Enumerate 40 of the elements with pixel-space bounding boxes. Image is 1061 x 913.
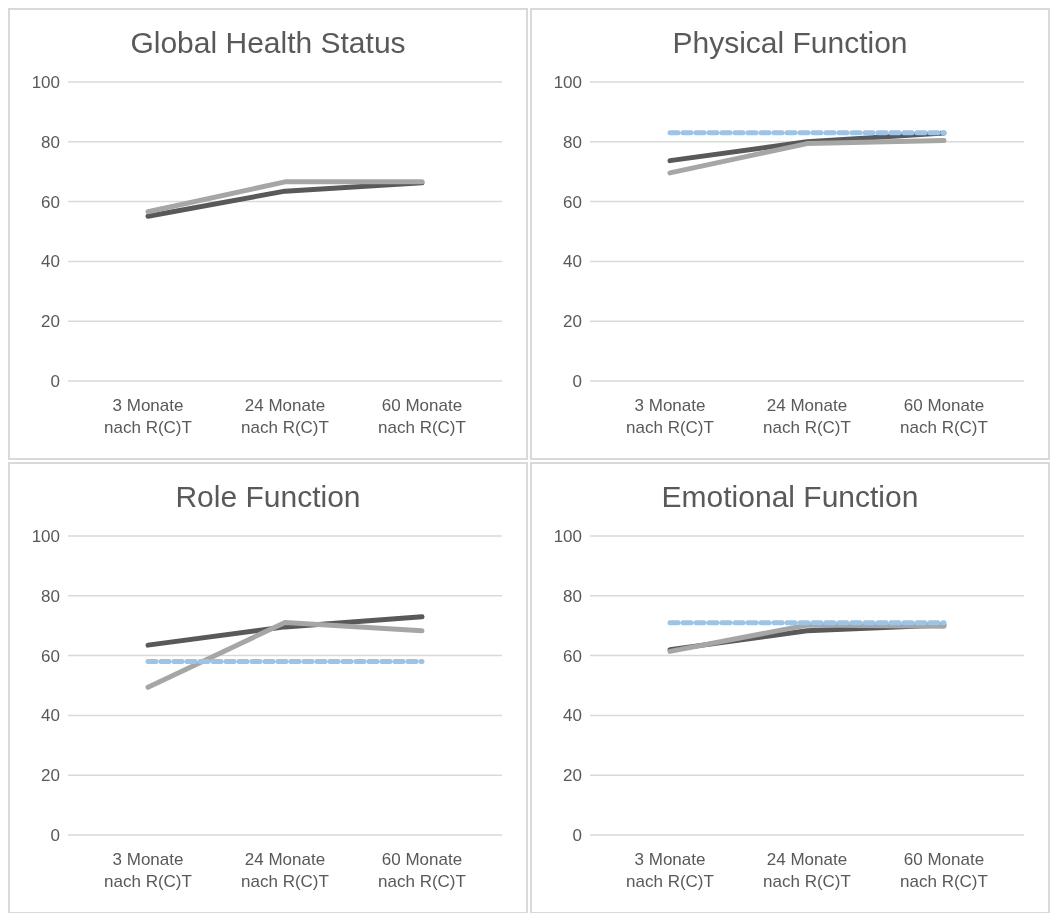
y-tick-label: 60 — [41, 646, 60, 666]
x-tick-label: 3 Monate nach R(C)T — [104, 396, 192, 437]
y-tick-label: 0 — [572, 372, 582, 392]
y-tick-label: 80 — [41, 586, 60, 606]
x-tick-label: 60 Monate nach R(C)T — [900, 850, 988, 891]
y-tick-label: 0 — [572, 826, 582, 846]
y-tick-label: 40 — [563, 706, 582, 726]
y-tick-label: 0 — [50, 372, 60, 392]
y-tick-label: 100 — [553, 527, 582, 547]
chart-title: Emotional Function — [660, 480, 920, 515]
y-tick-label: 60 — [41, 192, 60, 212]
chart-title: Role Function — [174, 480, 362, 515]
x-tick-label: 60 Monate nach R(C)T — [378, 396, 466, 437]
chart-title: Physical Function — [671, 26, 909, 61]
y-tick-label: 100 — [31, 527, 60, 547]
x-tick-label: 24 Monate nach R(C)T — [763, 396, 851, 437]
y-tick-label: 20 — [563, 312, 582, 332]
x-tick-label: 3 Monate nach R(C)T — [104, 850, 192, 891]
x-tick-label: 60 Monate nach R(C)T — [900, 396, 988, 437]
y-tick-label: 80 — [563, 586, 582, 606]
y-tick-label: 80 — [41, 132, 60, 152]
y-tick-label: 40 — [41, 706, 60, 726]
y-tick-label: 0 — [50, 826, 60, 846]
x-tick-label: 24 Monate nach R(C)T — [241, 850, 329, 891]
x-tick-label: 3 Monate nach R(C)T — [626, 850, 714, 891]
y-tick-label: 20 — [41, 766, 60, 786]
y-tick-label: 60 — [563, 192, 582, 212]
x-tick-label: 60 Monate nach R(C)T — [378, 850, 466, 891]
x-tick-label: 24 Monate nach R(C)T — [763, 850, 851, 891]
chart-title: Global Health Status — [129, 26, 407, 61]
y-tick-label: 20 — [563, 766, 582, 786]
y-tick-label: 100 — [31, 73, 60, 93]
y-tick-label: 100 — [553, 73, 582, 93]
x-tick-label: 24 Monate nach R(C)T — [241, 396, 329, 437]
y-tick-label: 60 — [563, 646, 582, 666]
y-tick-label: 40 — [563, 252, 582, 272]
x-tick-label: 3 Monate nach R(C)T — [626, 396, 714, 437]
y-tick-label: 40 — [41, 252, 60, 272]
y-tick-label: 20 — [41, 312, 60, 332]
y-tick-label: 80 — [563, 132, 582, 152]
